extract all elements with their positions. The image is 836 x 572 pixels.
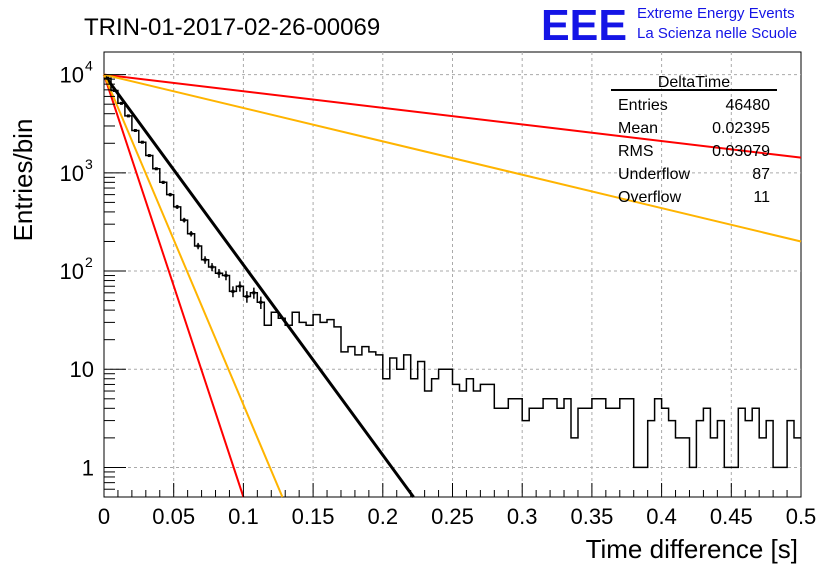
stats-label-rms: RMS	[618, 143, 654, 160]
fit-line-5	[103, 73, 802, 243]
data-point	[245, 295, 249, 299]
stats-value-underflow: 87	[752, 166, 770, 183]
data-point	[224, 274, 228, 278]
x-tick-label: 0.1	[228, 504, 259, 529]
data-point	[119, 101, 123, 105]
y-tick-label: 10	[60, 161, 84, 186]
y-tick-label: 1	[82, 455, 94, 480]
x-tick-label: 0.4	[646, 504, 677, 529]
fit-line-3	[103, 74, 284, 498]
data-point	[238, 284, 242, 288]
x-tick-label: 0.35	[570, 504, 613, 529]
x-tick-label: 0.45	[710, 504, 753, 529]
data-point	[161, 180, 165, 184]
stats-value-entries: 46480	[726, 97, 771, 114]
data-point	[105, 76, 109, 80]
data-point	[182, 218, 186, 222]
x-tick-label: 0.5	[786, 504, 817, 529]
y-tick-exponent: 2	[85, 254, 93, 270]
x-tick-label: 0.15	[292, 504, 335, 529]
x-tick-label: 0.2	[368, 504, 399, 529]
y-tick-label: 10	[60, 63, 84, 88]
data-point	[196, 244, 200, 248]
stats-label-mean: Mean	[618, 120, 658, 137]
y-tick-exponent: 4	[85, 58, 93, 74]
x-tick-label: 0.05	[152, 504, 195, 529]
stats-label-entries: Entries	[618, 97, 668, 114]
histogram-step-line	[104, 77, 801, 469]
data-point	[175, 205, 179, 209]
x-tick-label: 0.3	[507, 504, 538, 529]
x-tick-label: 0	[98, 504, 110, 529]
data-point	[217, 271, 221, 275]
logo-line-1: Extreme Energy Events	[637, 5, 795, 22]
data-point	[126, 114, 130, 118]
data-point	[147, 154, 151, 158]
fit-line-1	[102, 73, 415, 498]
data-point	[154, 167, 158, 171]
y-axis-label: Entries/bin	[8, 119, 38, 242]
stats-label-underflow: Underflow	[618, 166, 690, 183]
data-point	[203, 258, 207, 262]
logo-line-2: La Scienza nelle Scuole	[637, 25, 797, 42]
error-bars	[105, 76, 263, 309]
y-tick-exponent: 3	[85, 156, 93, 172]
data-point	[189, 232, 193, 236]
data-point	[112, 88, 116, 92]
fit-curves	[102, 73, 802, 498]
data-point	[231, 289, 235, 293]
x-tick-label: 0.25	[431, 504, 474, 529]
data-point	[133, 128, 137, 132]
data-point	[252, 291, 256, 295]
data-point	[168, 193, 172, 197]
y-tick-label: 10	[60, 259, 84, 284]
eee-logo: EEE	[541, 1, 627, 50]
histogram	[104, 77, 801, 469]
fit-line-4	[103, 73, 802, 159]
x-axis-label: Time difference [s]	[586, 534, 798, 564]
stats-box: DeltaTime Entries 46480 Mean 0.02395 RMS…	[611, 74, 777, 206]
data-point	[259, 300, 263, 304]
stats-value-mean: 0.02395	[712, 120, 770, 137]
stats-value-rms: 0.03079	[712, 143, 770, 160]
run-title: TRIN-01-2017-02-26-00069	[84, 14, 380, 41]
x-axis-ticks: 0 0.05 0.1 0.15 0.2 0.25 0.3 0.35 0.4 0.45 0.5	[98, 483, 816, 529]
stats-label-overflow: Overflow	[618, 189, 682, 206]
data-point	[140, 140, 144, 144]
fit-line-2	[103, 74, 245, 498]
stats-value-overflow: 11	[753, 189, 770, 206]
data-point	[210, 265, 214, 269]
y-tick-label: 10	[70, 357, 94, 382]
stats-box-title: DeltaTime	[658, 74, 730, 91]
